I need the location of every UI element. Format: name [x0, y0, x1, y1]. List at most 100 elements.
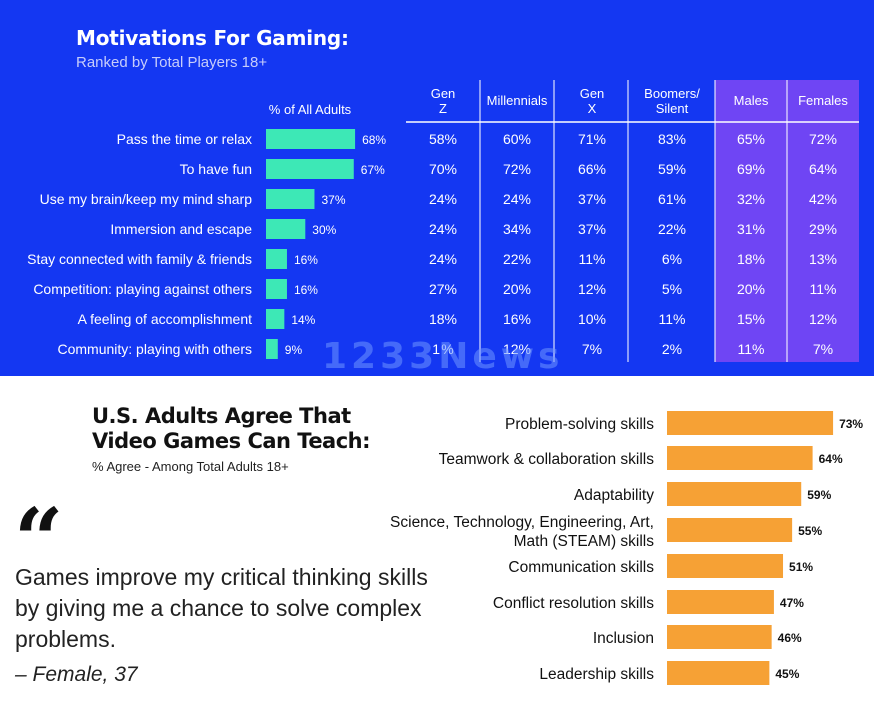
all-adults-bar — [266, 159, 354, 179]
watermark: 1233News — [322, 336, 564, 376]
row-label: Pass the time or relax — [117, 131, 252, 147]
skill-value: 47% — [780, 596, 804, 610]
skill-label: Leadership skills — [539, 666, 654, 683]
table-cell: 31% — [737, 221, 765, 237]
table-cell: 18% — [429, 311, 457, 327]
table-cell: 66% — [578, 161, 606, 177]
table-cell: 13% — [809, 251, 837, 267]
all-adults-value: 68% — [362, 133, 386, 147]
quote-mark-icon: “ — [14, 490, 64, 591]
table-cell: 22% — [503, 251, 531, 267]
table-cell: 61% — [658, 191, 686, 207]
skill-value: 46% — [778, 631, 802, 645]
table-cell: 2% — [662, 341, 682, 357]
skill-label: Inclusion — [593, 630, 654, 647]
table-cell: 69% — [737, 161, 765, 177]
column-header: Gen X — [580, 86, 605, 116]
table-cell: 72% — [503, 161, 531, 177]
skill-label: Communication skills — [508, 559, 654, 576]
skill-value: 45% — [775, 667, 799, 681]
all-adults-header: % of All Adults — [269, 102, 352, 117]
skill-label: Adaptability — [574, 487, 654, 504]
table-cell: 12% — [578, 281, 606, 297]
skill-value: 59% — [807, 488, 831, 502]
table-cell: 72% — [809, 131, 837, 147]
table-cell: 83% — [658, 131, 686, 147]
teach-bar-chart: 73% Problem-solving skills 64% Teamwork & c… — [390, 411, 863, 685]
table-cell: 70% — [429, 161, 457, 177]
table-cell: 16% — [503, 311, 531, 327]
table-cell: 29% — [809, 221, 837, 237]
skill-value: 55% — [798, 524, 822, 538]
table-cell: 24% — [429, 221, 457, 237]
all-adults-bar — [266, 339, 278, 359]
table-cell: 5% — [662, 281, 682, 297]
skill-label: Science, Technology, Engineering, Art, — [390, 514, 654, 531]
all-adults-bar — [266, 219, 306, 239]
table-cell: 32% — [737, 191, 765, 207]
skill-value: 51% — [789, 560, 813, 574]
table-cell: 24% — [429, 191, 457, 207]
table-cell: 24% — [429, 251, 457, 267]
skill-bar — [667, 661, 770, 685]
table-cell: 22% — [658, 221, 686, 237]
table-cell: 42% — [809, 191, 837, 207]
column-header: Millennials — [487, 93, 548, 108]
table-cell: 59% — [658, 161, 686, 177]
table-cell: 6% — [662, 251, 682, 267]
teach-subtitle: % Agree - Among Total Adults 18+ — [92, 459, 289, 474]
motivations-table-chart: % of All Adults Gen Z Millennials Gen X Boomer… — [27, 80, 859, 362]
row-label: Use my brain/keep my mind sharp — [40, 191, 253, 207]
table-cell: 71% — [578, 131, 606, 147]
all-adults-value: 14% — [291, 313, 315, 327]
skill-bar — [667, 625, 772, 649]
all-adults-value: 16% — [294, 283, 318, 297]
all-adults-bar — [266, 309, 285, 329]
all-adults-value: 30% — [312, 223, 336, 237]
table-cell: 7% — [813, 341, 833, 357]
table-cell: 65% — [737, 131, 765, 147]
skill-label: Math (STEAM) skills — [514, 533, 655, 550]
skill-bar — [667, 554, 784, 578]
all-adults-value: 16% — [294, 253, 318, 267]
quote-text: Games improve my critical thinking skill… — [15, 564, 428, 652]
row-label: Community: playing with others — [57, 341, 252, 357]
table-cell: 37% — [578, 221, 606, 237]
teach-title: U.S. Adults Agree That Video Games Can T… — [92, 404, 371, 454]
table-cell: 37% — [578, 191, 606, 207]
table-cell: 11% — [738, 341, 765, 357]
table-cell: 7% — [582, 341, 602, 357]
skill-bar — [667, 411, 834, 435]
column-header: Males — [734, 93, 769, 108]
skill-value: 73% — [839, 417, 863, 431]
all-adults-bar — [266, 189, 315, 209]
all-adults-bar — [266, 279, 287, 299]
table-cell: 11% — [579, 251, 606, 267]
table-cell: 20% — [737, 281, 765, 297]
skill-bar — [667, 446, 813, 470]
table-cell: 12% — [809, 311, 837, 327]
all-adults-value: 37% — [321, 193, 345, 207]
table-cell: 27% — [429, 281, 457, 297]
table-cell: 1 % — [432, 341, 453, 357]
motivations-panel: Motivations For Gaming: Ranked by Total … — [0, 0, 874, 376]
table-cell: 11% — [810, 281, 837, 297]
row-label: A feeling of accomplishment — [78, 311, 252, 327]
table-cell: 58% — [429, 131, 457, 147]
table-cell: 34% — [503, 221, 531, 237]
all-adults-bar — [266, 129, 356, 149]
table-cell: 11% — [659, 311, 686, 327]
table-cell: 64% — [809, 161, 837, 177]
teach-title-line-1: U.S. Adults Agree That — [92, 404, 351, 428]
quote-author: – Female, 37 — [15, 663, 138, 686]
skill-bar — [667, 518, 793, 542]
motivations-title: Motivations For Gaming: — [76, 26, 349, 50]
skill-label: Conflict resolution skills — [493, 595, 654, 612]
table-cell: 18% — [737, 251, 765, 267]
skill-label: Problem-solving skills — [505, 416, 654, 433]
skill-label: Teamwork & collaboration skills — [439, 451, 655, 468]
table-cell: 12% — [503, 341, 531, 357]
table-cell: 24% — [503, 191, 531, 207]
all-adults-value: 67% — [361, 163, 385, 177]
column-header: Gen Z — [431, 86, 456, 116]
